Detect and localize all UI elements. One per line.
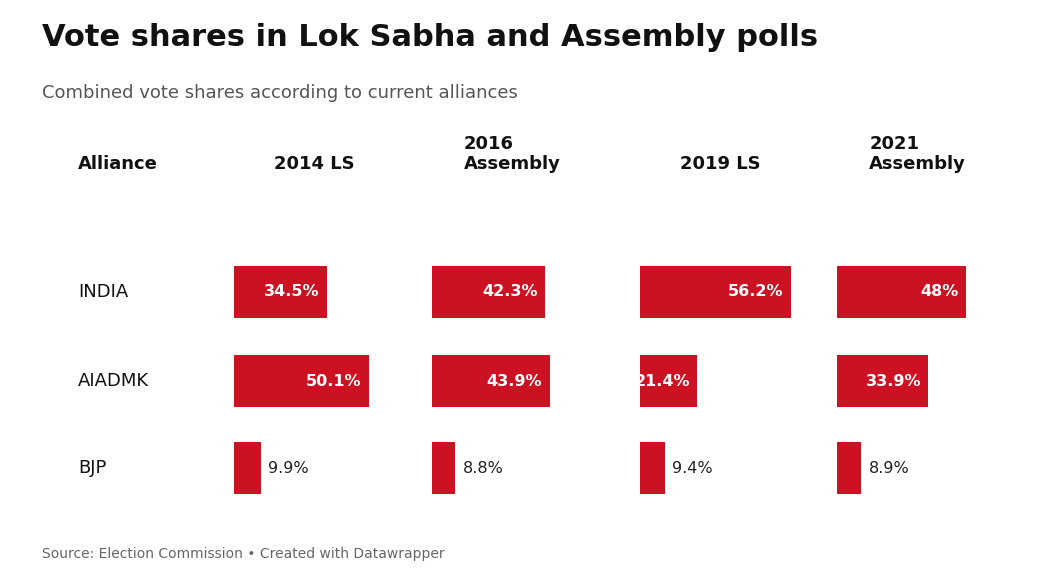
Text: 48%: 48% (920, 284, 959, 299)
Text: Vote shares in Lok Sabha and Assembly polls: Vote shares in Lok Sabha and Assembly po… (42, 23, 817, 52)
Text: 21.4%: 21.4% (634, 374, 690, 389)
Text: Combined vote shares according to current alliances: Combined vote shares according to curren… (42, 84, 518, 102)
Text: INDIA: INDIA (78, 283, 128, 301)
Text: 2019 LS: 2019 LS (680, 155, 760, 173)
Text: Source: Election Commission • Created with Datawrapper: Source: Election Commission • Created wi… (42, 547, 444, 561)
Text: 50.1%: 50.1% (306, 374, 361, 389)
Text: 43.9%: 43.9% (487, 374, 542, 389)
Text: 9.4%: 9.4% (672, 461, 712, 476)
Text: 9.9%: 9.9% (268, 461, 309, 476)
Text: BJP: BJP (78, 459, 106, 477)
Text: 34.5%: 34.5% (264, 284, 319, 299)
Text: 8.9%: 8.9% (868, 461, 909, 476)
Text: 2021
Assembly: 2021 Assembly (869, 135, 966, 173)
Text: 56.2%: 56.2% (728, 284, 783, 299)
Text: 42.3%: 42.3% (483, 284, 538, 299)
Text: 8.8%: 8.8% (463, 461, 503, 476)
Text: 2016
Assembly: 2016 Assembly (464, 135, 561, 173)
Text: 33.9%: 33.9% (865, 374, 921, 389)
Text: Alliance: Alliance (78, 155, 158, 173)
Text: AIADMK: AIADMK (78, 372, 149, 391)
Text: 2014 LS: 2014 LS (275, 155, 355, 173)
